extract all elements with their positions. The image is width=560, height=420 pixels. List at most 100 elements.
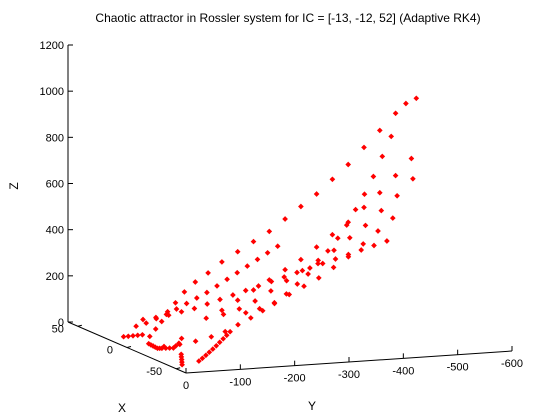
data-point [315,260,321,267]
data-point [330,264,337,271]
data-point [332,256,339,262]
data-point [234,297,241,304]
data-point [163,311,170,318]
data-point [298,203,304,210]
data-point [384,238,390,244]
data-point [199,355,206,362]
data-point [192,279,199,285]
data-point [234,269,241,276]
data-point [394,192,400,199]
data-point [305,271,311,277]
y-tick-label: -100 [229,376,251,388]
data-point [388,133,395,140]
data-point [205,270,211,276]
data-point [130,332,136,339]
x-tick-label: 50 [52,323,64,335]
data-point [193,295,200,301]
data-point [217,296,223,303]
data-point [294,281,301,287]
data-point [213,342,220,349]
data-point [125,333,132,340]
data-point [413,95,420,102]
data-point [220,311,227,318]
data-point [173,306,180,312]
data-point [281,274,288,280]
data-point [235,321,241,328]
data-point [315,275,322,281]
data-point [376,189,383,196]
data-point [370,173,377,180]
z-tick-label: 0 [58,317,64,329]
x-tick-label: -50 [146,366,162,378]
data-point [143,320,150,326]
data-point [360,241,367,247]
data-point [242,309,249,316]
data-point [264,249,271,256]
data-point [250,238,257,245]
data-point [361,204,367,211]
x-tick [126,346,132,348]
data-point [362,222,369,229]
data-point [223,332,230,339]
data-point [158,318,165,325]
data-point [192,338,199,345]
data-point [140,316,146,323]
data-point [331,247,337,254]
data-point [282,266,288,273]
data-point [313,191,320,197]
data-point [345,161,352,168]
data-point [392,172,399,179]
data-point [178,335,185,342]
data-point [408,155,415,162]
data-point [203,315,210,322]
data-point [133,323,139,330]
data-point [181,289,188,295]
data-point [178,351,185,358]
data-point [206,349,213,356]
data-point [319,260,326,267]
data-point [244,263,251,269]
data-point [255,283,262,289]
x-tick [77,324,82,327]
x-axis-label: X [118,401,126,415]
data-point [120,333,127,340]
z-tick-label: 1200 [40,40,64,52]
y-tick-label: -300 [338,369,360,381]
data-point [361,191,368,198]
data-point [313,244,320,250]
data-point [196,358,202,364]
data-point [301,283,307,290]
data-point [268,288,274,294]
z-tick-label: 600 [46,179,64,191]
data-point [172,299,179,306]
y-tick-label: -400 [392,365,414,377]
y-tick-label: -600 [501,358,523,370]
z-axis-label: Z [7,182,21,189]
data-point [329,231,336,238]
data-point [252,298,258,304]
tick-marks [68,44,513,373]
data-point [410,175,416,182]
data-point [178,308,185,315]
data-point [334,235,341,242]
data-point [227,328,233,335]
data-point [376,127,383,134]
data-point [375,228,381,234]
y-tick-label: 0 [183,380,189,392]
data-point [204,301,211,307]
data-point [315,257,322,264]
data-point [268,278,275,285]
z-tick-label: 200 [46,271,64,283]
data-point [346,234,353,241]
data-point [208,333,215,340]
data-point [286,291,293,298]
data-point [250,287,257,293]
data-point [176,341,183,348]
data-point [146,333,153,340]
data-point [191,305,198,312]
data-point [299,267,306,274]
data-point [209,346,216,352]
